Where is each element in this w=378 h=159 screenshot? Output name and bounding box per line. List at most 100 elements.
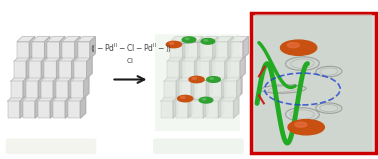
Polygon shape xyxy=(182,56,200,61)
Polygon shape xyxy=(225,56,230,78)
Bar xyxy=(167,61,180,78)
Polygon shape xyxy=(45,37,50,59)
Polygon shape xyxy=(191,76,197,98)
Bar xyxy=(14,61,26,78)
Circle shape xyxy=(295,122,307,127)
Bar xyxy=(44,61,57,78)
Bar xyxy=(26,81,38,98)
Polygon shape xyxy=(23,76,28,98)
Bar xyxy=(255,14,372,151)
Polygon shape xyxy=(72,56,77,78)
Bar xyxy=(179,81,191,98)
Polygon shape xyxy=(53,96,71,101)
Polygon shape xyxy=(218,96,224,118)
Polygon shape xyxy=(90,37,95,59)
Circle shape xyxy=(287,43,299,48)
FancyBboxPatch shape xyxy=(6,138,96,154)
Bar xyxy=(32,41,45,59)
Polygon shape xyxy=(212,56,230,61)
Bar xyxy=(206,101,218,118)
Bar xyxy=(53,101,65,118)
Polygon shape xyxy=(237,76,242,98)
Polygon shape xyxy=(77,37,95,41)
Polygon shape xyxy=(231,37,248,41)
Polygon shape xyxy=(221,96,239,101)
Polygon shape xyxy=(240,56,245,78)
Circle shape xyxy=(210,78,214,79)
Polygon shape xyxy=(195,56,200,78)
Polygon shape xyxy=(47,37,65,41)
Bar xyxy=(215,41,228,59)
Polygon shape xyxy=(29,37,35,59)
Bar xyxy=(200,41,213,59)
Bar xyxy=(231,41,243,59)
Polygon shape xyxy=(222,76,227,98)
Polygon shape xyxy=(75,37,80,59)
Polygon shape xyxy=(197,56,215,61)
Polygon shape xyxy=(32,37,50,41)
Polygon shape xyxy=(17,37,35,41)
Polygon shape xyxy=(74,56,92,61)
Polygon shape xyxy=(42,56,47,78)
Polygon shape xyxy=(209,76,227,81)
Polygon shape xyxy=(180,56,185,78)
Bar xyxy=(68,101,81,118)
Polygon shape xyxy=(68,96,86,101)
Polygon shape xyxy=(167,56,185,61)
Polygon shape xyxy=(188,96,194,118)
Bar xyxy=(182,61,195,78)
Bar xyxy=(170,41,183,59)
Bar xyxy=(185,41,198,59)
Polygon shape xyxy=(59,56,77,61)
Polygon shape xyxy=(215,37,233,41)
Polygon shape xyxy=(243,37,248,59)
Bar xyxy=(29,61,42,78)
Bar xyxy=(11,81,23,98)
Polygon shape xyxy=(26,76,43,81)
Circle shape xyxy=(280,40,317,55)
Bar xyxy=(71,81,84,98)
Polygon shape xyxy=(176,96,194,101)
Text: $\mathrm{Cl}$: $\mathrm{Cl}$ xyxy=(126,56,135,65)
Polygon shape xyxy=(200,37,218,41)
Polygon shape xyxy=(56,76,74,81)
Circle shape xyxy=(189,76,204,83)
Polygon shape xyxy=(68,76,74,98)
Bar xyxy=(17,41,29,59)
Circle shape xyxy=(192,77,197,79)
Polygon shape xyxy=(84,76,89,98)
Circle shape xyxy=(169,42,174,44)
Bar xyxy=(212,61,225,78)
Circle shape xyxy=(181,97,185,98)
Polygon shape xyxy=(41,76,59,81)
Bar xyxy=(74,61,87,78)
Polygon shape xyxy=(206,76,212,98)
Polygon shape xyxy=(29,56,47,61)
Circle shape xyxy=(288,120,324,135)
Bar xyxy=(228,61,240,78)
Bar xyxy=(8,101,20,118)
Bar xyxy=(224,81,237,98)
Bar xyxy=(59,61,72,78)
Bar xyxy=(176,101,188,118)
Bar xyxy=(209,81,222,98)
Bar xyxy=(191,101,203,118)
Polygon shape xyxy=(8,96,25,101)
Circle shape xyxy=(204,40,208,41)
Polygon shape xyxy=(194,76,212,81)
Polygon shape xyxy=(228,56,245,61)
Polygon shape xyxy=(234,96,239,118)
Polygon shape xyxy=(26,56,32,78)
Polygon shape xyxy=(224,76,242,81)
Circle shape xyxy=(199,97,213,103)
Polygon shape xyxy=(183,37,188,59)
Bar xyxy=(251,13,376,153)
Polygon shape xyxy=(38,76,43,98)
Circle shape xyxy=(201,38,215,44)
Bar xyxy=(77,41,90,59)
Polygon shape xyxy=(44,56,62,61)
Polygon shape xyxy=(23,96,40,101)
Bar xyxy=(221,101,234,118)
Bar xyxy=(62,41,75,59)
Circle shape xyxy=(182,37,196,43)
